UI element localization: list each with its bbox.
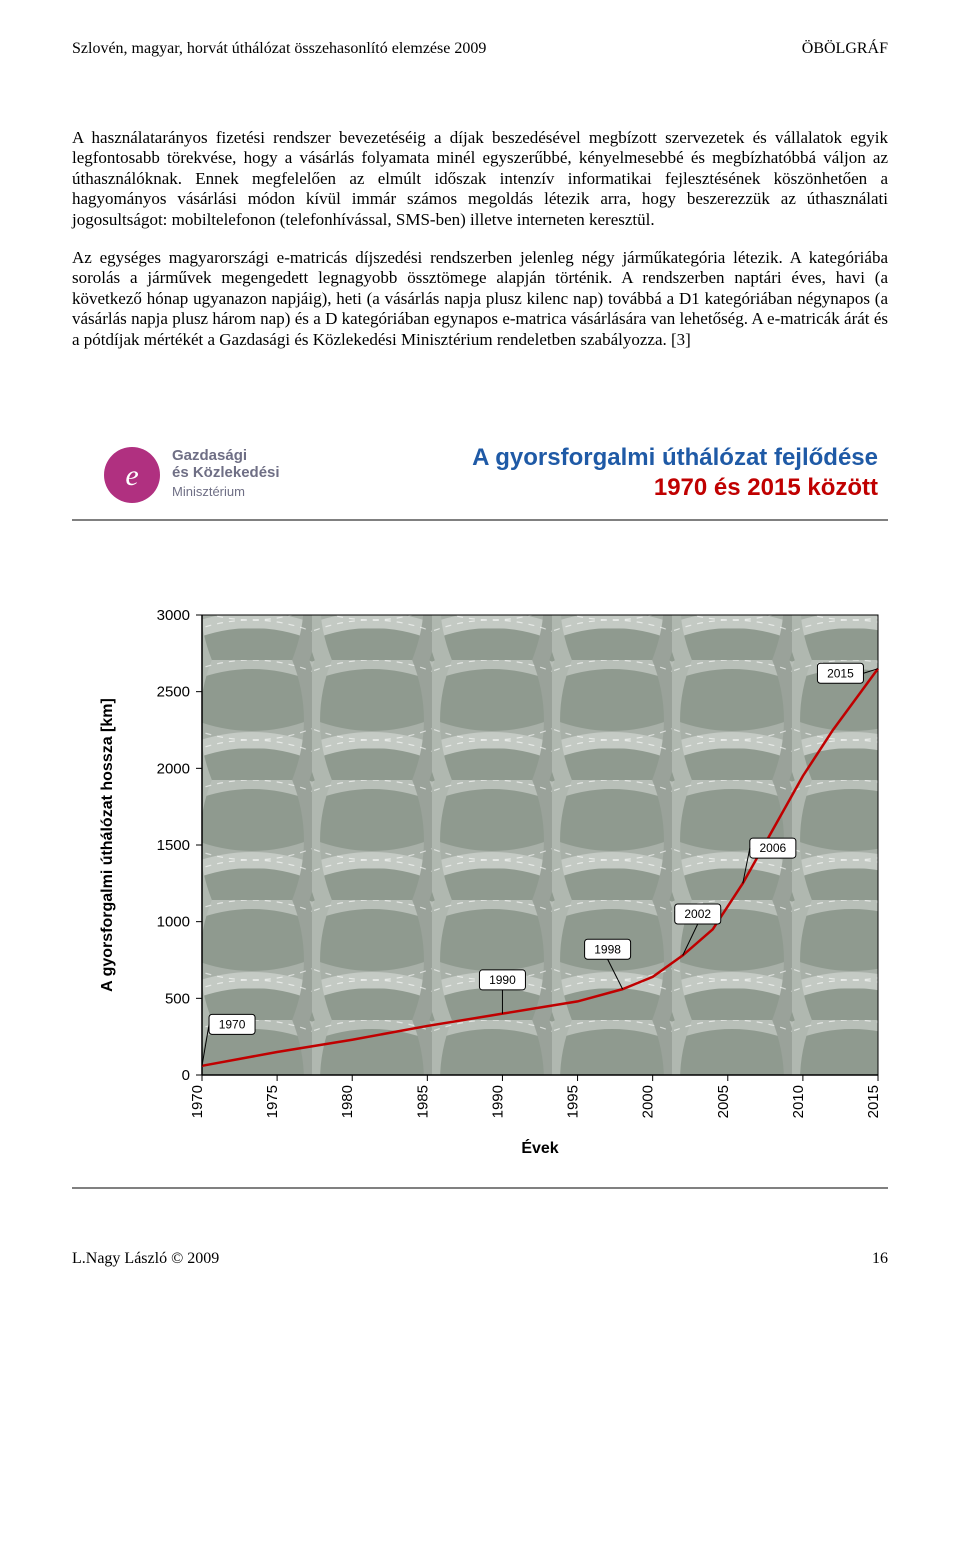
header-right: ÖBÖLGRÁF bbox=[802, 40, 888, 58]
header-left: Szlovén, magyar, horvát úthálózat összeh… bbox=[72, 40, 486, 58]
ministry-line2: és Közlekedési bbox=[172, 464, 280, 481]
callout-label: 1970 bbox=[219, 1017, 246, 1031]
y-tick-label: 2000 bbox=[157, 760, 190, 777]
ministry-line3: Minisztérium bbox=[172, 484, 245, 499]
chart-title-line2: 1970 és 2015 között bbox=[654, 474, 878, 501]
page-header: Szlovén, magyar, horvát úthálózat összeh… bbox=[72, 40, 888, 58]
callout-label: 2006 bbox=[759, 841, 786, 855]
y-tick-label: 3000 bbox=[157, 607, 190, 624]
callout-label: 1990 bbox=[489, 973, 516, 987]
x-tick-label: 1990 bbox=[489, 1085, 506, 1118]
callout-label: 1998 bbox=[594, 942, 621, 956]
callout-label: 2015 bbox=[827, 666, 854, 680]
page-footer: L.Nagy László © 2009 16 bbox=[72, 1250, 888, 1268]
footer-right: 16 bbox=[872, 1250, 888, 1268]
x-tick-label: 1975 bbox=[264, 1085, 281, 1118]
x-tick-label: 1985 bbox=[414, 1085, 431, 1118]
x-tick-label: 2015 bbox=[865, 1085, 882, 1118]
paragraph-1: A használatarányos fizetési rendszer bev… bbox=[72, 128, 888, 230]
x-tick-label: 2000 bbox=[640, 1085, 657, 1118]
chart-svg: e Gazdaságiés Közlekedési Minisztérium A gy… bbox=[72, 420, 888, 1190]
y-tick-label: 500 bbox=[165, 990, 190, 1007]
y-tick-label: 1000 bbox=[157, 914, 190, 931]
x-axis-label: Évek bbox=[521, 1138, 558, 1157]
y-axis-label: A gyorsforgalmi úthálózat hossza [km] bbox=[99, 698, 116, 992]
x-tick-label: 2010 bbox=[790, 1085, 807, 1118]
svg-text:e: e bbox=[125, 459, 138, 492]
x-tick-label: 1995 bbox=[565, 1085, 582, 1118]
y-tick-label: 2500 bbox=[157, 684, 190, 701]
y-tick-label: 0 bbox=[182, 1067, 190, 1084]
ministry-line1: Gazdasági bbox=[172, 447, 247, 464]
x-tick-label: 1980 bbox=[339, 1085, 356, 1118]
x-tick-label: 2005 bbox=[715, 1085, 732, 1118]
highway-development-chart: e Gazdaságiés Közlekedési Minisztérium A gy… bbox=[72, 420, 888, 1190]
chart-title-line1: A gyorsforgalmi úthálózat fejlődése bbox=[472, 444, 878, 471]
y-tick-label: 1500 bbox=[157, 837, 190, 854]
x-tick-label: 1970 bbox=[189, 1085, 206, 1118]
callout-label: 2002 bbox=[684, 907, 711, 921]
footer-left: L.Nagy László © 2009 bbox=[72, 1250, 219, 1268]
paragraph-2: Az egységes magyarországi e-matricás díj… bbox=[72, 248, 888, 350]
